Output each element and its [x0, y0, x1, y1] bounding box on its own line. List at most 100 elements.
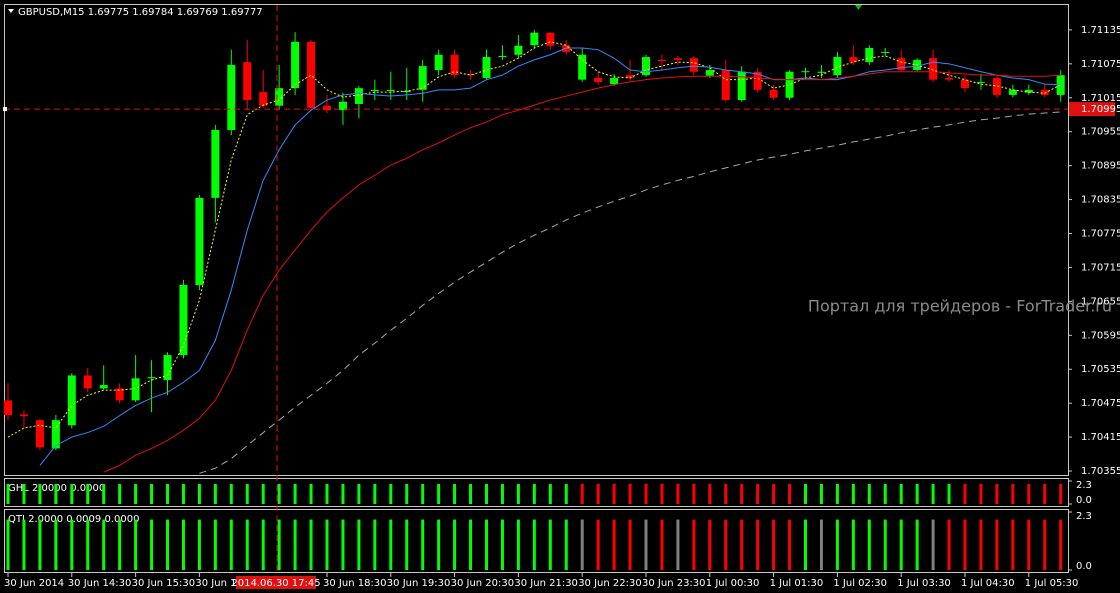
- y-tick-label: 1.70595: [1081, 330, 1120, 341]
- candle-body: [945, 77, 954, 80]
- indicator-bar: [86, 484, 90, 504]
- y-tick-label: 1.70535: [1081, 364, 1120, 375]
- indicator-bar: [38, 484, 42, 504]
- indicator-bar: [181, 484, 185, 504]
- indicator-bar: [134, 484, 138, 504]
- y-tick-label: 0.0: [1076, 561, 1092, 572]
- time-axis: 30 Jun 2014 30 Jun 14:30 30 Jun 15:30 30 Ju…: [4, 573, 1078, 589]
- indicator-bar: [883, 519, 887, 570]
- indicator-bar: [453, 519, 457, 570]
- indicator-bar: [883, 484, 887, 504]
- indicator-bar: [277, 519, 281, 570]
- qti-pane-frame: [4, 509, 1069, 573]
- indicator-bar: [70, 484, 74, 504]
- candle-body: [514, 45, 523, 55]
- indicator-bar: [421, 484, 425, 504]
- moving-average-line: [199, 111, 1061, 474]
- candle-body: [19, 414, 28, 417]
- y-tick-label: 1.70955: [1081, 127, 1120, 138]
- indicator-bar: [676, 519, 680, 570]
- candle-body: [227, 64, 236, 130]
- candle-body: [897, 58, 906, 71]
- candle-body: [466, 74, 475, 76]
- indicator-bar: [437, 484, 441, 504]
- y-tick-label: 1.70355: [1081, 466, 1120, 477]
- indicator-bar: [485, 484, 488, 504]
- candle-body: [4, 400, 12, 416]
- indicator-bar: [931, 519, 935, 570]
- indicator-bar: [899, 484, 903, 504]
- indicator-bar: [389, 519, 393, 570]
- candle-body: [291, 41, 300, 89]
- indicator-bar: [804, 519, 807, 570]
- cursor-price-marker: [3, 107, 7, 112]
- indicator-bar: [197, 484, 201, 504]
- indicator-bar: [692, 519, 696, 570]
- moving-average-line: [7, 41, 1061, 438]
- main-pane: 1.70995: [3, 29, 1120, 474]
- y-tick-label: 2.3: [1076, 480, 1092, 491]
- indicator-bar: [1011, 519, 1015, 570]
- indicator-bar: [931, 484, 935, 504]
- indicator-bar: [692, 484, 696, 504]
- y-tick-label: 1.70895: [1081, 161, 1120, 172]
- indicator-bar: [819, 519, 823, 570]
- indicator-bar: [54, 519, 58, 570]
- indicator-bar: [915, 484, 919, 504]
- candle-body: [83, 375, 92, 389]
- candle-body: [99, 385, 108, 389]
- candle-body: [737, 71, 746, 101]
- moving-average-line: [39, 47, 1061, 466]
- candle-body: [498, 55, 507, 58]
- indicator-bar: [612, 484, 616, 504]
- indicator-bar: [756, 519, 760, 570]
- indicator-bar: [851, 519, 855, 570]
- candle-body: [610, 77, 619, 85]
- indicator-bar: [915, 519, 919, 570]
- indicator-bar: [724, 519, 728, 570]
- indicator-bar: [469, 519, 473, 570]
- indicator-bar: [532, 519, 536, 570]
- indicator-bar: [118, 519, 122, 570]
- candle-body: [482, 57, 491, 78]
- indicator-bar: [612, 519, 616, 570]
- indicator-bar: [548, 519, 552, 570]
- x-tick-label: 30 Jun 22:30: [578, 578, 642, 589]
- candle-body: [1008, 89, 1017, 95]
- indicator-bar: [564, 519, 568, 570]
- x-tick-label: 30 Jun 21:30: [514, 578, 578, 589]
- indicator-bar: [1027, 519, 1031, 570]
- indicator-bar: [245, 484, 249, 504]
- x-tick-label: 30 Jun 23:30: [642, 578, 706, 589]
- x-tick-label: 30 Jun 2014: [4, 578, 64, 589]
- indicator-bar: [1059, 484, 1063, 504]
- candle-body: [785, 71, 794, 98]
- indicator-bar: [373, 519, 377, 570]
- x-tick-label: 1 Jul 01:30: [770, 578, 824, 589]
- indicator-bar: [676, 484, 680, 504]
- indicator-bar: [213, 484, 217, 504]
- candle-body: [546, 32, 555, 46]
- indicator-bar: [660, 484, 664, 504]
- indicator-bar: [708, 484, 712, 504]
- indicator-bar: [995, 484, 999, 504]
- candle-body: [211, 129, 220, 198]
- y-tick-label: 1.71015: [1081, 93, 1120, 104]
- y-tick-label: 1.71075: [1081, 59, 1120, 70]
- x-tick-label: 1 Jul 04:30: [961, 578, 1015, 589]
- indicator-bar: [1011, 484, 1015, 504]
- candle-body: [721, 70, 730, 101]
- candle-body: [259, 92, 268, 106]
- candle-body: [865, 47, 874, 63]
- indicator-bar: [405, 519, 409, 570]
- candle-body: [1024, 89, 1033, 93]
- candle-body: [705, 70, 714, 76]
- indicator-bar: [405, 484, 409, 504]
- indicator-bar: [325, 519, 329, 570]
- candle-body: [801, 71, 810, 73]
- indicator-bar: [197, 519, 201, 570]
- candle-body: [51, 420, 60, 449]
- indicator-bar: [357, 484, 361, 504]
- candle-body: [131, 378, 140, 401]
- x-tick-label: 1 Jul 00:30: [706, 578, 760, 589]
